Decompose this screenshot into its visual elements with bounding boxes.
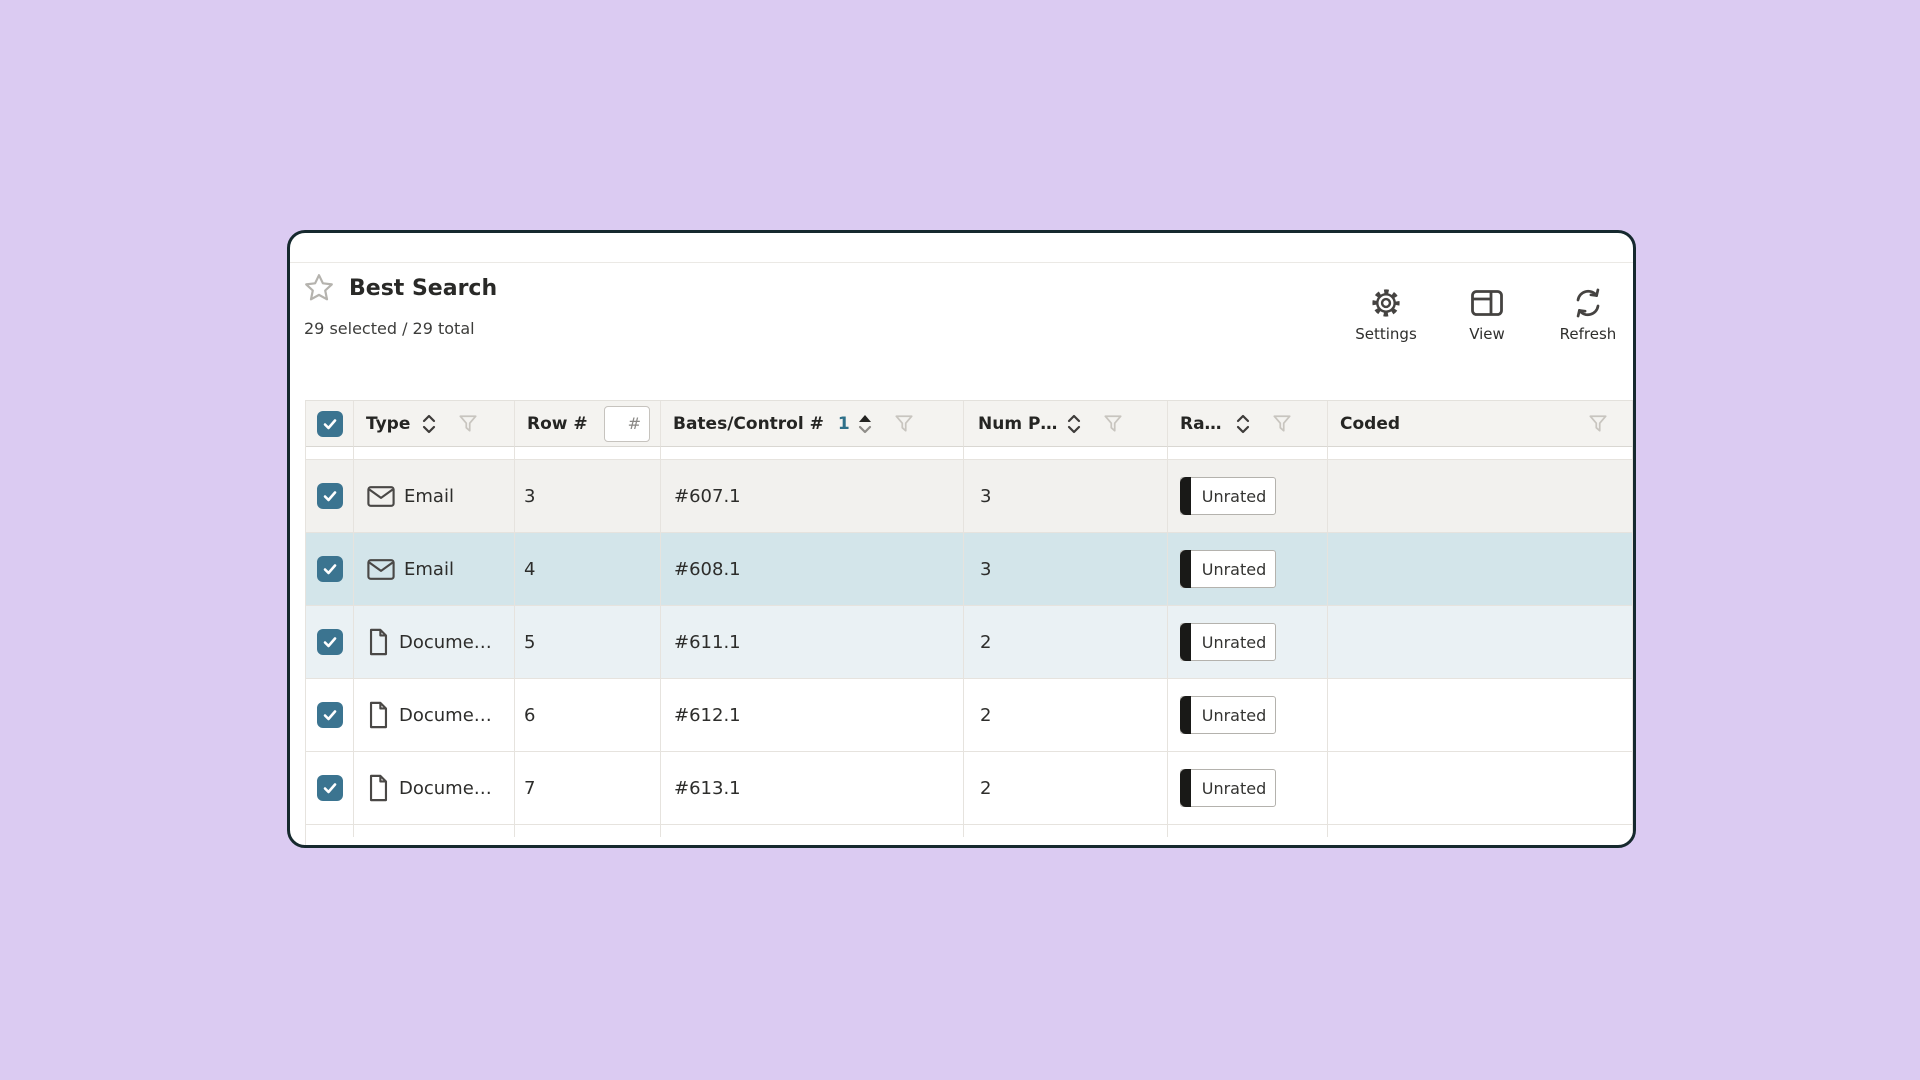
favorite-star-icon[interactable] [303,272,335,304]
settings-label: Settings [1355,325,1417,343]
num-pages-value: 2 [980,631,992,653]
envelope-icon [367,485,395,508]
split-panel-icon [1470,288,1504,318]
type-value: Email [404,558,454,580]
rating-column-label: Ra… [1180,413,1222,434]
refresh-label: Refresh [1559,325,1617,343]
bates-value: #607.1 [674,485,741,507]
partial-row-top [306,447,1633,460]
num-pages-value: 3 [980,558,992,580]
filter-funnel-icon[interactable] [894,413,914,434]
sort-icon[interactable] [1067,414,1081,434]
rating-label: Unrated [1201,486,1267,506]
coded-column-label: Coded [1340,413,1401,434]
bates-value: #613.1 [674,777,741,799]
card-top-strip [290,233,1633,263]
rating-badge[interactable]: Unrated [1180,769,1276,807]
num-pages-value: 2 [980,777,992,799]
row-checkbox[interactable] [316,556,343,582]
selection-summary: 29 selected / 29 total [304,319,475,338]
rating-tab-icon [1180,623,1191,661]
rating-tab-icon [1180,477,1191,515]
column-header-row-number[interactable]: Row # [515,401,661,447]
sort-ascending-icon[interactable] [858,414,872,434]
rating-badge[interactable]: Unrated [1180,623,1276,661]
rating-label: Unrated [1201,632,1267,652]
row-number-column-label: Row # [527,413,588,434]
rating-tab-icon [1180,696,1191,734]
column-header-coded[interactable]: Coded [1328,401,1633,447]
rating-badge[interactable]: Unrated [1180,696,1276,734]
filter-funnel-icon[interactable] [1588,413,1608,434]
type-value: Docume… [399,704,492,726]
rating-label: Unrated [1201,559,1267,579]
table-row[interactable]: Email 3 #607.1 3 Unrated [306,460,1633,533]
bates-value: #612.1 [674,704,741,726]
refresh-button[interactable]: Refresh [1555,288,1621,343]
coded-cell [1328,533,1633,606]
search-results-card: Best Search 29 selected / 29 total Setti… [287,230,1636,848]
filter-funnel-icon[interactable] [1103,413,1123,434]
row-number-value: 6 [524,704,536,726]
num-pages-column-label: Num P… [978,413,1058,434]
column-header-num-pages[interactable]: Num P… [964,401,1168,447]
num-pages-value: 2 [980,704,992,726]
results-table: Type Row # Bates/Control # 1 [305,400,1633,845]
sort-icon[interactable] [1236,414,1250,434]
rating-tab-icon [1180,769,1191,807]
table-row[interactable]: Docume… 5 #611.1 2 Unrated [306,606,1633,679]
envelope-icon [367,558,395,581]
file-icon [367,628,390,656]
rating-badge[interactable]: Unrated [1180,550,1276,588]
coded-cell [1328,460,1633,533]
settings-button[interactable]: Settings [1353,288,1419,343]
row-checkbox[interactable] [316,483,343,509]
circular-arrows-icon [1573,288,1603,318]
bates-column-label: Bates/Control # [673,413,824,434]
partial-row-bottom [306,825,1633,837]
type-value: Email [404,485,454,507]
row-number-value: 3 [524,485,536,507]
column-header-rating[interactable]: Ra… [1168,401,1328,447]
rating-label: Unrated [1201,778,1267,798]
row-number-value: 4 [524,558,536,580]
row-checkbox[interactable] [316,702,343,728]
sort-rank-badge: 1 [837,413,850,434]
coded-cell [1328,606,1633,679]
toolbar: Settings View Refresh [1353,288,1621,343]
coded-cell [1328,752,1633,825]
row-checkbox[interactable] [316,775,343,801]
sort-icon[interactable] [422,414,436,434]
select-all-checkbox[interactable] [316,410,343,437]
gear-icon [1371,288,1401,318]
filter-funnel-icon[interactable] [1272,413,1292,434]
type-column-label: Type [366,413,411,434]
file-icon [367,701,390,729]
table-row[interactable]: Docume… 7 #613.1 2 Unrated [306,752,1633,825]
view-label: View [1469,325,1505,343]
row-number-value: 5 [524,631,536,653]
row-number-filter-input[interactable] [604,405,650,442]
row-number-value: 7 [524,777,536,799]
column-header-bates[interactable]: Bates/Control # 1 [661,401,964,447]
bates-value: #611.1 [674,631,741,653]
rating-tab-icon [1180,550,1191,588]
num-pages-value: 3 [980,485,992,507]
rating-label: Unrated [1201,705,1267,725]
file-icon [367,774,390,802]
type-value: Docume… [399,631,492,653]
coded-cell [1328,679,1633,752]
page-title: Best Search [349,276,498,301]
type-value: Docume… [399,777,492,799]
table-row[interactable]: Docume… 6 #612.1 2 Unrated [306,679,1633,752]
view-button[interactable]: View [1454,288,1520,343]
bates-value: #608.1 [674,558,741,580]
rating-badge[interactable]: Unrated [1180,477,1276,515]
table-row[interactable]: Email 4 #608.1 3 Unrated [306,533,1633,606]
row-checkbox[interactable] [316,629,343,655]
filter-funnel-icon[interactable] [458,413,478,434]
column-header-type[interactable]: Type [354,401,515,447]
table-header-row: Type Row # Bates/Control # 1 [306,401,1633,447]
